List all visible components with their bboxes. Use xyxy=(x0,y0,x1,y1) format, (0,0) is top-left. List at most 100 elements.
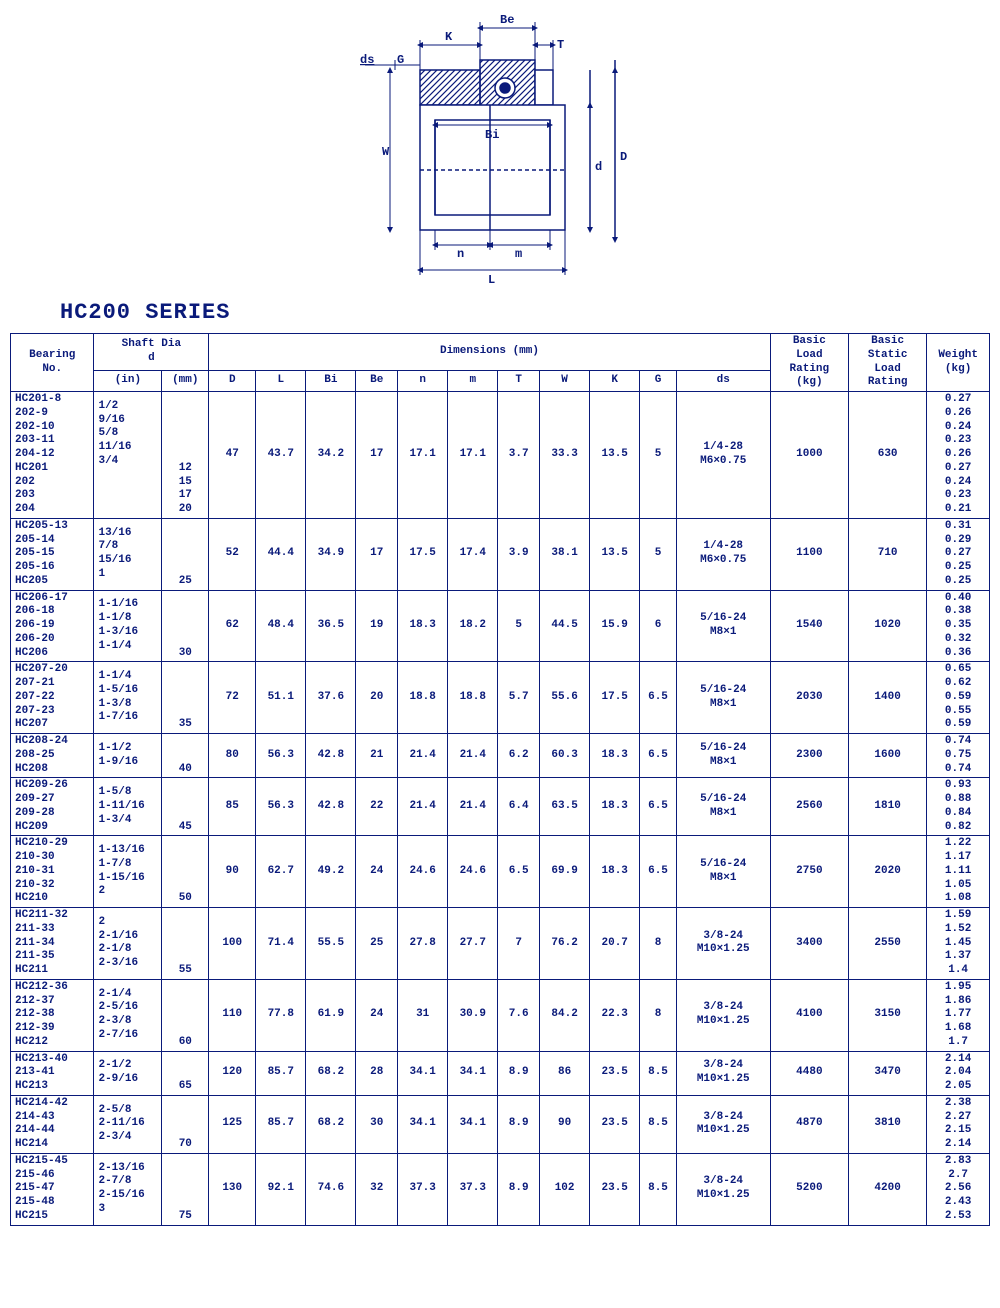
cell-G: 8 xyxy=(640,908,677,980)
cell-Bi: 61.9 xyxy=(306,979,356,1051)
cell-T: 5 xyxy=(498,590,540,662)
cell-Bi: 34.9 xyxy=(306,518,356,590)
cell-bslr: 630 xyxy=(848,392,926,519)
cell-in: 1-1/16 1-1/8 1-3/16 1-1/4 xyxy=(94,590,162,662)
cell-bslr: 1810 xyxy=(848,778,926,836)
cell-Be: 21 xyxy=(356,734,398,778)
cell-ds: 3/8-24 M10×1.25 xyxy=(676,908,770,980)
cell-in: 1-1/4 1-5/16 1-3/8 1-7/16 xyxy=(94,662,162,734)
cell-T: 6.4 xyxy=(498,778,540,836)
cell-wt: 1.22 1.17 1.11 1.05 1.08 xyxy=(927,836,990,908)
cell-D: 90 xyxy=(209,836,256,908)
cell-m: 27.7 xyxy=(448,908,498,980)
cell-m: 34.1 xyxy=(448,1095,498,1153)
cell-ds: 3/8-24 M10×1.25 xyxy=(676,979,770,1051)
cell-ds: 1/4-28 M6×0.75 xyxy=(676,392,770,519)
cell-bslr: 710 xyxy=(848,518,926,590)
cell-D: 80 xyxy=(209,734,256,778)
cell-T: 7.6 xyxy=(498,979,540,1051)
cell-G: 8.5 xyxy=(640,1153,677,1225)
cell-Bi: 42.8 xyxy=(306,734,356,778)
cell-ds: 3/8-24 M10×1.25 xyxy=(676,1153,770,1225)
hdr-W: W xyxy=(540,371,590,392)
table-row: HC207-20 207-21 207-22 207-23 HC2071-1/4… xyxy=(11,662,990,734)
cell-ds: 5/16-24 M8×1 xyxy=(676,590,770,662)
cell-wt: 0.27 0.26 0.24 0.23 0.26 0.27 0.24 0.23 … xyxy=(927,392,990,519)
cell-mm: 65 xyxy=(162,1051,209,1095)
cell-mm: 55 xyxy=(162,908,209,980)
hdr-G: G xyxy=(640,371,677,392)
cell-in: 1/2 9/16 5/8 11/16 3/4 xyxy=(94,392,162,519)
cell-bslr: 2550 xyxy=(848,908,926,980)
cell-K: 13.5 xyxy=(590,518,640,590)
cell-ds: 5/16-24 M8×1 xyxy=(676,662,770,734)
lbl-m: m xyxy=(515,247,522,261)
cell-K: 13.5 xyxy=(590,392,640,519)
cell-ds: 3/8-24 M10×1.25 xyxy=(676,1051,770,1095)
hdr-weight: Weight (kg) xyxy=(927,334,990,392)
cell-G: 8 xyxy=(640,979,677,1051)
cell-nos: HC210-29 210-30 210-31 210-32 HC210 xyxy=(11,836,94,908)
cell-K: 18.3 xyxy=(590,836,640,908)
cell-nos: HC208-24 208-25 HC208 xyxy=(11,734,94,778)
cell-L: 92.1 xyxy=(256,1153,306,1225)
cell-L: 71.4 xyxy=(256,908,306,980)
cell-K: 23.5 xyxy=(590,1051,640,1095)
cell-L: 62.7 xyxy=(256,836,306,908)
table-row: HC209-26 209-27 209-28 HC2091-5/8 1-11/1… xyxy=(11,778,990,836)
table-row: HC211-32 211-33 211-34 211-35 HC2112 2-1… xyxy=(11,908,990,980)
cell-K: 15.9 xyxy=(590,590,640,662)
cell-K: 23.5 xyxy=(590,1153,640,1225)
cell-Bi: 68.2 xyxy=(306,1051,356,1095)
cell-Be: 17 xyxy=(356,518,398,590)
hdr-K: K xyxy=(590,371,640,392)
cell-D: 62 xyxy=(209,590,256,662)
cell-blr: 5200 xyxy=(770,1153,848,1225)
cell-D: 125 xyxy=(209,1095,256,1153)
cell-G: 6.5 xyxy=(640,836,677,908)
cell-G: 6.5 xyxy=(640,734,677,778)
cell-W: 55.6 xyxy=(540,662,590,734)
cell-bslr: 2020 xyxy=(848,836,926,908)
cell-blr: 2560 xyxy=(770,778,848,836)
hdr-m: m xyxy=(448,371,498,392)
spec-table: Bearing No. Shaft Dia d Dimensions (mm) … xyxy=(10,333,990,1226)
cell-nos: HC201-8 202-9 202-10 203-11 204-12 HC201… xyxy=(11,392,94,519)
cell-wt: 0.31 0.29 0.27 0.25 0.25 xyxy=(927,518,990,590)
cell-in: 2-1/4 2-5/16 2-3/8 2-7/16 xyxy=(94,979,162,1051)
table-row: HC205-13 205-14 205-15 205-16 HC20513/16… xyxy=(11,518,990,590)
cell-T: 8.9 xyxy=(498,1051,540,1095)
cell-G: 5 xyxy=(640,518,677,590)
lbl-d: d xyxy=(595,160,602,174)
lbl-Bi: Bi xyxy=(485,128,499,142)
lbl-n: n xyxy=(457,247,464,261)
cell-m: 17.1 xyxy=(448,392,498,519)
cell-m: 37.3 xyxy=(448,1153,498,1225)
cell-ds: 5/16-24 M8×1 xyxy=(676,836,770,908)
cell-L: 77.8 xyxy=(256,979,306,1051)
cell-n: 18.8 xyxy=(398,662,448,734)
cell-Be: 17 xyxy=(356,392,398,519)
cell-blr: 1540 xyxy=(770,590,848,662)
cell-wt: 0.93 0.88 0.84 0.82 xyxy=(927,778,990,836)
cell-Be: 20 xyxy=(356,662,398,734)
cell-W: 33.3 xyxy=(540,392,590,519)
cell-Be: 24 xyxy=(356,836,398,908)
cell-T: 8.9 xyxy=(498,1095,540,1153)
cell-in: 1-1/2 1-9/16 xyxy=(94,734,162,778)
cell-blr: 2030 xyxy=(770,662,848,734)
cell-m: 34.1 xyxy=(448,1051,498,1095)
lbl-K: K xyxy=(445,30,453,44)
cell-mm: 70 xyxy=(162,1095,209,1153)
cell-nos: HC213-40 213-41 HC213 xyxy=(11,1051,94,1095)
cell-K: 17.5 xyxy=(590,662,640,734)
cell-D: 52 xyxy=(209,518,256,590)
cell-mm: 40 xyxy=(162,734,209,778)
cell-in: 2-5/8 2-11/16 2-3/4 xyxy=(94,1095,162,1153)
table-row: HC212-36 212-37 212-38 212-39 HC2122-1/4… xyxy=(11,979,990,1051)
cell-in: 13/16 7/8 15/16 1 xyxy=(94,518,162,590)
cell-nos: HC214-42 214-43 214-44 HC214 xyxy=(11,1095,94,1153)
cell-Bi: 55.5 xyxy=(306,908,356,980)
table-row: HC213-40 213-41 HC2132-1/2 2-9/16 651208… xyxy=(11,1051,990,1095)
table-row: HC206-17 206-18 206-19 206-20 HC2061-1/1… xyxy=(11,590,990,662)
